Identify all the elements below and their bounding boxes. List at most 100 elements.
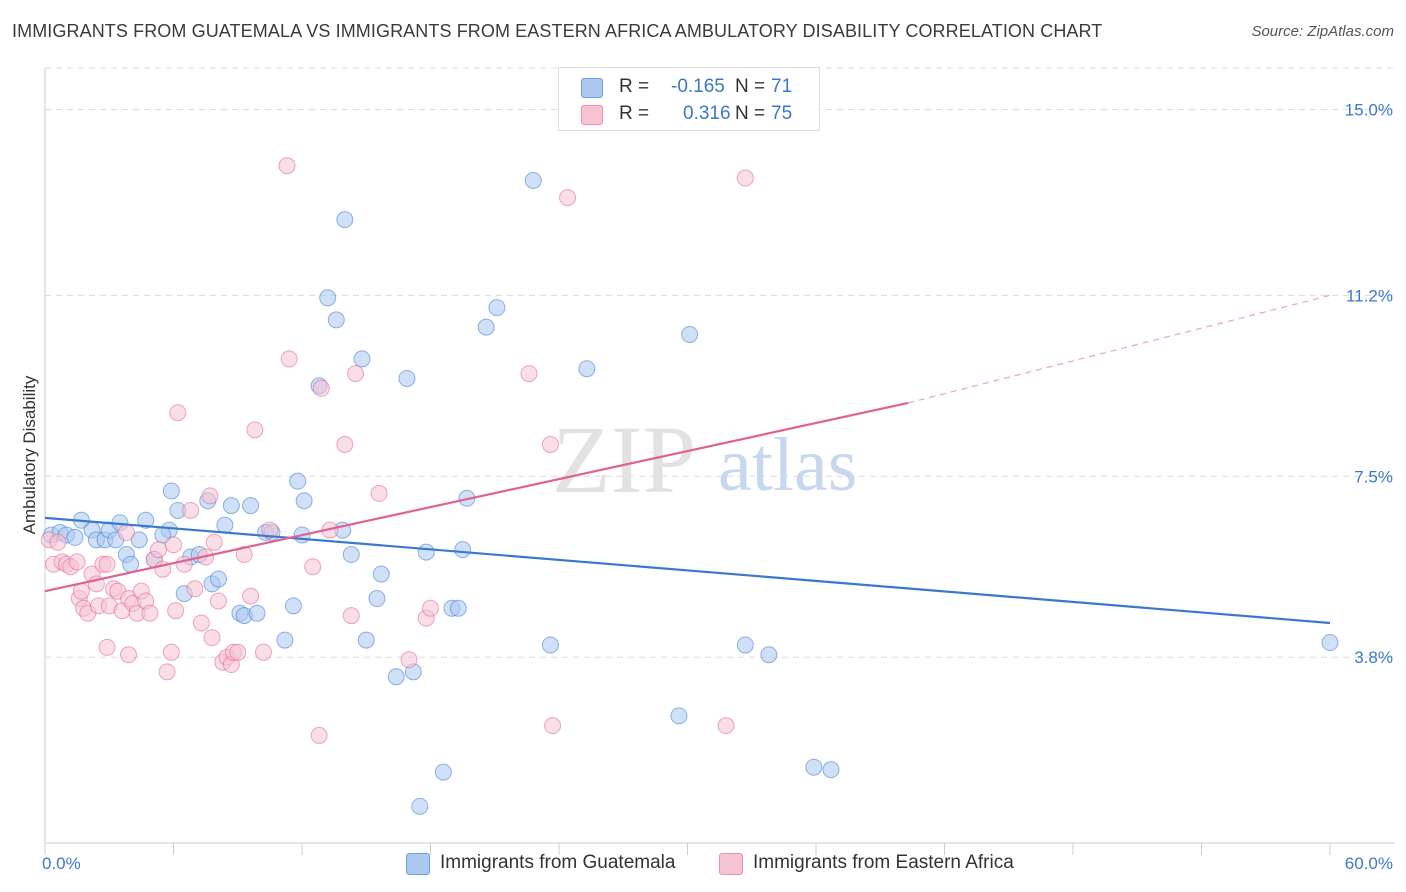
point-guatemala bbox=[130, 531, 148, 549]
point-guatemala bbox=[368, 590, 386, 608]
point-eastern-africa bbox=[370, 484, 388, 502]
point-guatemala bbox=[295, 492, 313, 510]
point-eastern-africa bbox=[120, 646, 138, 664]
point-guatemala bbox=[449, 599, 467, 617]
legend-n-value: 75 bbox=[771, 103, 793, 124]
point-guatemala bbox=[122, 555, 140, 573]
legend-swatch-eastern-africa bbox=[581, 105, 603, 125]
point-guatemala bbox=[488, 299, 506, 317]
point-eastern-africa bbox=[310, 726, 328, 744]
point-guatemala bbox=[411, 797, 429, 815]
point-guatemala bbox=[372, 565, 390, 583]
point-guatemala bbox=[434, 763, 452, 781]
chart-title: IMMIGRANTS FROM GUATEMALA VS IMMIGRANTS … bbox=[12, 21, 1103, 41]
source-credit: Source: ZipAtlas.com bbox=[1251, 23, 1394, 40]
bottom-legend-label-guatemala: Immigrants from Guatemala bbox=[440, 852, 676, 873]
legend-r-label: R = bbox=[619, 76, 650, 97]
point-eastern-africa bbox=[342, 607, 360, 625]
point-eastern-africa bbox=[520, 365, 538, 383]
tick-labels: 3.8% 7.5% 11.2% 15.0% 0.0% 60.0% bbox=[42, 101, 1393, 873]
point-guatemala bbox=[216, 516, 234, 534]
point-guatemala bbox=[805, 758, 823, 776]
point-guatemala bbox=[284, 597, 302, 615]
point-eastern-africa bbox=[336, 435, 354, 453]
point-eastern-africa bbox=[150, 541, 168, 559]
point-eastern-africa bbox=[201, 487, 219, 505]
point-eastern-africa bbox=[167, 602, 185, 620]
point-eastern-africa bbox=[182, 502, 200, 520]
trend-line-guatemala bbox=[44, 516, 1331, 625]
point-guatemala bbox=[248, 604, 266, 622]
point-guatemala bbox=[398, 369, 416, 387]
point-guatemala bbox=[760, 646, 778, 664]
point-guatemala bbox=[137, 511, 155, 529]
bottom-legend-swatch-eastern-africa bbox=[719, 853, 743, 875]
point-guatemala bbox=[319, 289, 337, 307]
point-guatemala bbox=[66, 528, 84, 546]
watermark-atlas: atlas bbox=[718, 423, 857, 507]
legend-r-value: -0.165 bbox=[671, 76, 725, 97]
point-eastern-africa bbox=[98, 638, 116, 656]
point-guatemala bbox=[736, 636, 754, 654]
data-points bbox=[40, 157, 1339, 815]
point-guatemala bbox=[353, 350, 371, 368]
point-eastern-africa bbox=[162, 643, 180, 661]
point-eastern-africa bbox=[205, 533, 223, 551]
point-guatemala bbox=[524, 171, 542, 189]
point-eastern-africa bbox=[312, 379, 330, 397]
point-guatemala bbox=[454, 541, 472, 559]
legend-r-label: R = bbox=[619, 103, 650, 124]
point-eastern-africa bbox=[98, 555, 116, 573]
point-eastern-africa bbox=[280, 350, 298, 368]
point-eastern-africa bbox=[186, 580, 204, 598]
y-axis-label: Ambulatory Disability bbox=[20, 375, 39, 534]
point-guatemala bbox=[477, 318, 495, 336]
trend-lines bbox=[44, 294, 1331, 625]
point-guatemala bbox=[670, 707, 688, 725]
grid-lines bbox=[45, 67, 1395, 658]
point-eastern-africa bbox=[209, 592, 227, 610]
point-eastern-africa bbox=[242, 587, 260, 605]
point-eastern-africa bbox=[68, 553, 86, 571]
point-guatemala bbox=[336, 211, 354, 229]
axes bbox=[44, 68, 1395, 855]
point-eastern-africa bbox=[229, 643, 247, 661]
y-tick-label: 3.8% bbox=[1354, 648, 1393, 667]
point-guatemala bbox=[222, 497, 240, 515]
point-guatemala bbox=[417, 543, 435, 561]
point-eastern-africa bbox=[254, 643, 272, 661]
bottom-legend-swatch-guatemala bbox=[406, 853, 430, 875]
correlation-legend: R = -0.165 N = 71 R = 0.316 N = 75 bbox=[558, 67, 820, 131]
point-eastern-africa bbox=[422, 599, 439, 617]
point-guatemala bbox=[342, 546, 360, 564]
point-eastern-africa bbox=[141, 604, 159, 622]
point-eastern-africa bbox=[235, 546, 253, 564]
point-eastern-africa bbox=[559, 189, 577, 207]
point-eastern-africa bbox=[400, 651, 418, 669]
legend-r-value: 0.316 bbox=[683, 103, 731, 124]
point-eastern-africa bbox=[246, 421, 264, 439]
point-eastern-africa bbox=[347, 365, 365, 383]
point-guatemala bbox=[242, 497, 260, 515]
point-eastern-africa bbox=[717, 717, 735, 735]
point-eastern-africa bbox=[49, 533, 67, 551]
bottom-legend-label-eastern-africa: Immigrants from Eastern Africa bbox=[753, 852, 1014, 873]
point-eastern-africa bbox=[192, 614, 210, 632]
point-eastern-africa bbox=[203, 629, 221, 647]
legend-swatch-guatemala bbox=[581, 78, 603, 98]
point-eastern-africa bbox=[278, 157, 296, 175]
watermark-zip: ZIP bbox=[552, 406, 696, 513]
point-eastern-africa bbox=[736, 169, 754, 187]
point-guatemala bbox=[1321, 634, 1339, 652]
point-guatemala bbox=[162, 482, 180, 500]
legend-n-value: 71 bbox=[771, 76, 793, 97]
point-guatemala bbox=[578, 360, 596, 378]
y-tick-label: 15.0% bbox=[1345, 101, 1393, 120]
point-guatemala bbox=[357, 631, 375, 649]
point-eastern-africa bbox=[169, 404, 187, 422]
y-tick-label: 11.2% bbox=[1346, 286, 1393, 305]
point-eastern-africa bbox=[541, 435, 559, 453]
point-eastern-africa bbox=[261, 521, 279, 539]
trend-line-eastern-africa bbox=[44, 401, 909, 593]
